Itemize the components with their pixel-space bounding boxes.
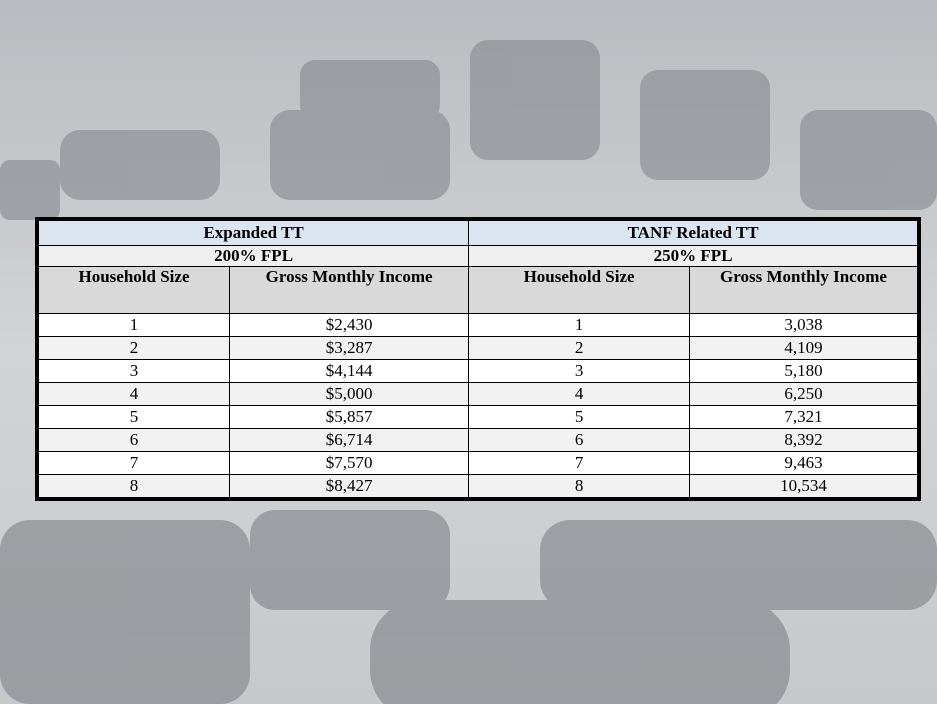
household-size: 4 <box>469 383 690 406</box>
column-header: Household Size <box>469 267 690 314</box>
gross-monthly-income: 8,392 <box>689 429 919 452</box>
household-size: 7 <box>37 452 230 475</box>
gross-monthly-income: 9,463 <box>689 452 919 475</box>
group-title: TANF Related TT <box>469 219 919 246</box>
gross-monthly-income: 6,250 <box>689 383 919 406</box>
gross-monthly-income: $2,430 <box>230 314 469 337</box>
household-size: 3 <box>37 360 230 383</box>
gross-monthly-income: $6,714 <box>230 429 469 452</box>
column-header: Household Size <box>37 267 230 314</box>
household-size: 3 <box>469 360 690 383</box>
household-size: 2 <box>469 337 690 360</box>
gross-monthly-income: 3,038 <box>689 314 919 337</box>
household-size: 7 <box>469 452 690 475</box>
household-size: 5 <box>469 406 690 429</box>
gross-monthly-income: 5,180 <box>689 360 919 383</box>
gross-monthly-income: $5,000 <box>230 383 469 406</box>
gross-monthly-income: $7,570 <box>230 452 469 475</box>
household-size: 5 <box>37 406 230 429</box>
gross-monthly-income: 10,534 <box>689 475 919 500</box>
household-size: 1 <box>37 314 230 337</box>
gross-monthly-income: $4,144 <box>230 360 469 383</box>
group-subtitle: 200% FPL <box>37 246 469 267</box>
gross-monthly-income: 7,321 <box>689 406 919 429</box>
household-size: 1 <box>469 314 690 337</box>
gross-monthly-income: $5,857 <box>230 406 469 429</box>
household-size: 6 <box>37 429 230 452</box>
group-title: Expanded TT <box>37 219 469 246</box>
household-size: 8 <box>469 475 690 500</box>
column-header: Gross Monthly Income <box>230 267 469 314</box>
gross-monthly-income: $3,287 <box>230 337 469 360</box>
household-size: 6 <box>469 429 690 452</box>
slide: Expanded TTTANF Related TT200% FPL250% F… <box>0 0 937 704</box>
group-subtitle: 250% FPL <box>469 246 919 267</box>
column-header: Gross Monthly Income <box>689 267 919 314</box>
household-size: 8 <box>37 475 230 500</box>
gross-monthly-income: 4,109 <box>689 337 919 360</box>
household-size: 2 <box>37 337 230 360</box>
household-size: 4 <box>37 383 230 406</box>
gross-monthly-income: $8,427 <box>230 475 469 500</box>
